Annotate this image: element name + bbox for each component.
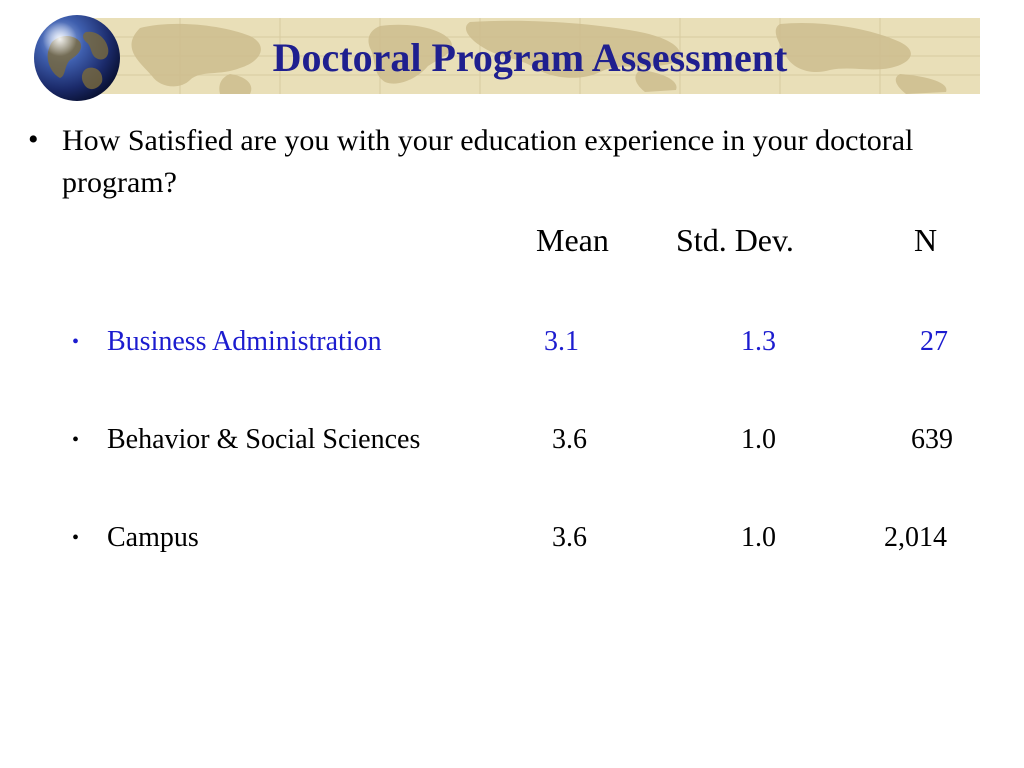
column-header-std-dev: Std. Dev. <box>676 222 794 258</box>
row-n: 639 <box>911 424 953 455</box>
row-std-dev: 1.0 <box>741 522 776 553</box>
row-mean: 3.6 <box>552 522 587 553</box>
globe-icon <box>34 15 120 101</box>
row-n: 27 <box>920 326 948 357</box>
row-n: 2,014 <box>884 522 947 553</box>
table-row: • Campus 3.6 1.0 2,014 <box>0 518 1024 558</box>
question-text: How Satisfied are you with your educatio… <box>62 124 914 199</box>
title-banner <box>80 18 980 94</box>
row-bullet: • <box>72 429 80 451</box>
column-header-mean: Mean <box>536 222 609 258</box>
column-header-n: N <box>914 222 938 258</box>
row-bullet: • <box>72 331 80 353</box>
row-label: Campus <box>107 522 199 553</box>
row-label: Business Administration <box>107 326 382 357</box>
question-bullet: • <box>28 123 39 156</box>
slide-title: Doctoral Program Assessment <box>272 35 788 80</box>
world-map-background <box>80 18 980 94</box>
row-std-dev: 1.3 <box>741 326 776 357</box>
row-std-dev: 1.0 <box>741 424 776 455</box>
row-label: Behavior & Social Sciences <box>107 424 421 455</box>
row-bullet: • <box>72 527 80 549</box>
table-row: • Behavior & Social Sciences 3.6 1.0 639 <box>0 420 1024 460</box>
row-mean: 3.1 <box>544 326 579 357</box>
row-mean: 3.6 <box>552 424 587 455</box>
table-row: • Business Administration 3.1 1.3 27 <box>0 322 1024 362</box>
